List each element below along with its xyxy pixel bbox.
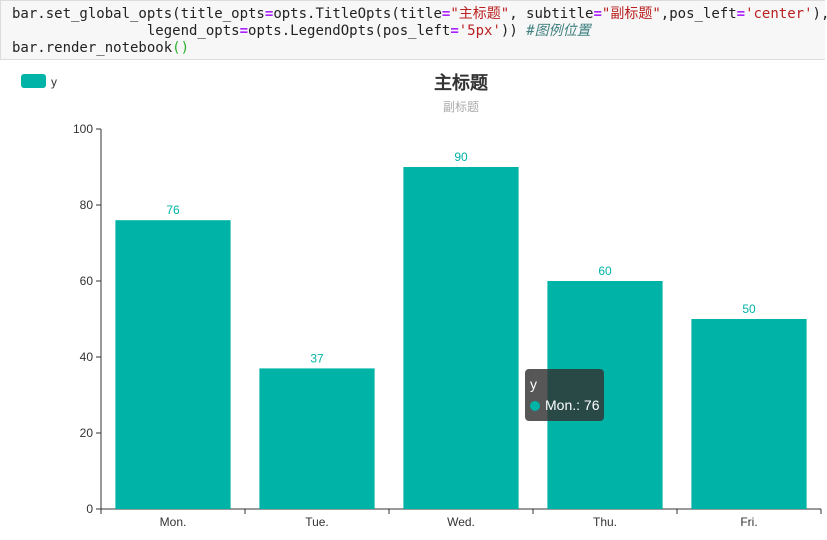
bar-tue <box>259 368 375 509</box>
code-token: opts.LegendOpts(pos_left <box>248 23 451 39</box>
bar-mon <box>115 220 231 509</box>
bar-value-label: 90 <box>454 150 468 164</box>
code-token: legend_opts <box>12 23 240 39</box>
bar-value-label: 50 <box>742 302 756 316</box>
code-token: = <box>264 6 274 22</box>
bar-wed <box>403 167 519 509</box>
y-tick-label: 80 <box>80 198 94 212</box>
code-token: = <box>593 6 602 22</box>
y-tick-label: 40 <box>80 350 94 364</box>
tooltip-value: Mon.: 76 <box>545 397 600 413</box>
x-tick-label: Mon. <box>160 515 187 529</box>
y-tick-label: 60 <box>80 274 94 288</box>
tooltip-marker-icon <box>530 401 540 411</box>
y-tick-label: 20 <box>80 426 94 440</box>
bar-value-label: 60 <box>598 264 612 278</box>
bar-chart: y 主标题 副标题 0 20 40 60 80 100 76 Mon. 37 Tue. 90 Wed.… <box>21 72 822 529</box>
chart-title: 主标题 <box>434 72 489 93</box>
tooltip-series-name: y <box>530 376 537 392</box>
tooltip-row: Mon.: 76 <box>530 397 599 413</box>
code-token: "主标题" <box>450 6 510 22</box>
code-token: = <box>239 23 249 39</box>
code-token: opts.TitleOpts(title <box>273 6 442 22</box>
code-line-3: bar.render_notebook() <box>12 39 189 57</box>
code-line-1: bar.set_global_opts(title_opts=opts.Titl… <box>12 5 827 23</box>
legend-label-y[interactable]: y <box>51 75 57 89</box>
code-token: bar.render_notebook <box>12 40 173 56</box>
code-line-2: legend_opts=opts.LegendOpts(pos_left='5p… <box>12 22 591 40</box>
bar-value-label: 37 <box>310 351 324 365</box>
x-tick-label: Tue. <box>305 515 329 529</box>
code-token: "副标题" <box>601 6 661 22</box>
chart-subtitle: 副标题 <box>443 100 479 114</box>
code-token: 'center' <box>745 6 813 22</box>
legend[interactable]: y <box>21 74 57 89</box>
code-cell[interactable]: bar.set_global_opts(title_opts=opts.Titl… <box>0 0 827 60</box>
x-tick-label: Thu. <box>593 515 617 529</box>
bar-value-label: 76 <box>166 203 180 217</box>
code-token: )) <box>500 23 527 39</box>
code-token: () <box>172 40 190 56</box>
code-token: , subtitle <box>509 6 594 22</box>
code-token: '5px' <box>458 23 501 39</box>
code-token: #图例位置 <box>526 23 591 39</box>
code-token: = <box>441 6 451 22</box>
code-token: = <box>736 6 746 22</box>
plot-area: 0 20 40 60 80 100 76 Mon. 37 Tue. 90 Wed. 60 Thu. 50 Fr… <box>73 122 822 529</box>
bar-fri <box>691 319 807 509</box>
code-token: bar.set_global_opts(title_opts <box>12 6 265 22</box>
legend-swatch[interactable] <box>21 74 46 88</box>
chart-area: y 主标题 副标题 0 20 40 60 80 100 76 Mon. 37 Tue. 90 Wed.… <box>0 60 827 540</box>
code-token: = <box>450 23 459 39</box>
x-tick-label: Fri. <box>740 515 757 529</box>
code-token: ,pos_left <box>660 6 737 22</box>
x-tick-label: Wed. <box>447 515 475 529</box>
y-tick-label: 100 <box>73 122 93 136</box>
tooltip: y Mon.: 76 <box>525 369 604 421</box>
y-tick-label: 0 <box>86 502 93 516</box>
code-token: ), <box>812 6 827 22</box>
